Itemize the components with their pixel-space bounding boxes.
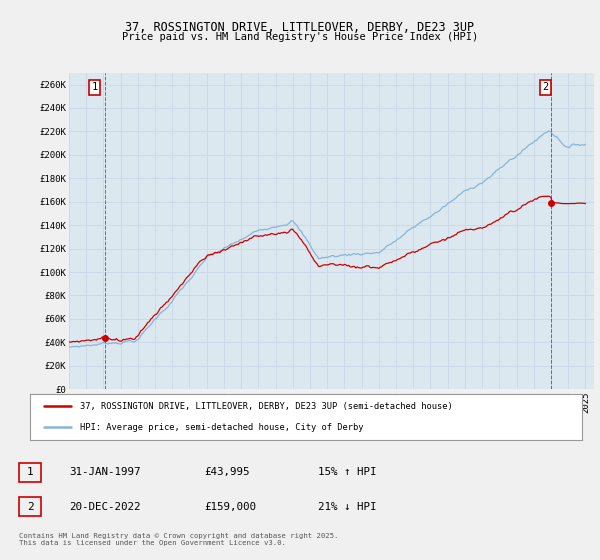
Text: 2: 2 xyxy=(26,502,34,512)
Text: HPI: Average price, semi-detached house, City of Derby: HPI: Average price, semi-detached house,… xyxy=(80,423,363,432)
Text: Contains HM Land Registry data © Crown copyright and database right 2025.
This d: Contains HM Land Registry data © Crown c… xyxy=(19,533,338,546)
Text: 1: 1 xyxy=(91,82,98,92)
Text: 31-JAN-1997: 31-JAN-1997 xyxy=(69,467,140,477)
Text: 1: 1 xyxy=(26,467,34,477)
Text: 37, ROSSINGTON DRIVE, LITTLEOVER, DERBY, DE23 3UP: 37, ROSSINGTON DRIVE, LITTLEOVER, DERBY,… xyxy=(125,21,475,34)
Text: 21% ↓ HPI: 21% ↓ HPI xyxy=(318,502,377,512)
Text: 2: 2 xyxy=(542,82,548,92)
Text: £159,000: £159,000 xyxy=(204,502,256,512)
Text: 37, ROSSINGTON DRIVE, LITTLEOVER, DERBY, DE23 3UP (semi-detached house): 37, ROSSINGTON DRIVE, LITTLEOVER, DERBY,… xyxy=(80,402,452,410)
Text: 20-DEC-2022: 20-DEC-2022 xyxy=(69,502,140,512)
Text: 15% ↑ HPI: 15% ↑ HPI xyxy=(318,467,377,477)
Text: £43,995: £43,995 xyxy=(204,467,250,477)
Text: Price paid vs. HM Land Registry's House Price Index (HPI): Price paid vs. HM Land Registry's House … xyxy=(122,32,478,43)
